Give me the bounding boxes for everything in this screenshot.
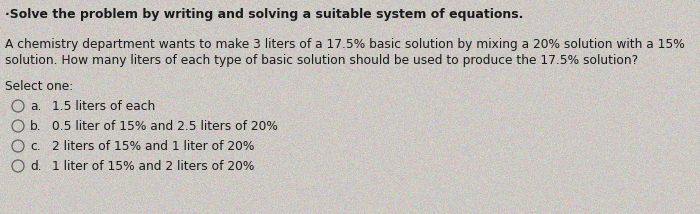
Text: solution. How many liters of each type of basic solution should be used to produ: solution. How many liters of each type o…: [5, 54, 638, 67]
Text: 2 liters of 15% and 1 liter of 20%: 2 liters of 15% and 1 liter of 20%: [52, 140, 254, 153]
Text: b.: b.: [30, 120, 41, 133]
Text: d.: d.: [30, 160, 41, 173]
Text: Select one:: Select one:: [5, 80, 74, 93]
Text: 0.5 liter of 15% and 2.5 liters of 20%: 0.5 liter of 15% and 2.5 liters of 20%: [52, 120, 278, 133]
Text: ·Solve the problem by writing and solving a suitable system of equations.: ·Solve the problem by writing and solvin…: [5, 8, 524, 21]
Text: a.: a.: [30, 100, 41, 113]
Text: 1.5 liters of each: 1.5 liters of each: [52, 100, 155, 113]
Text: c.: c.: [30, 140, 41, 153]
Text: 1 liter of 15% and 2 liters of 20%: 1 liter of 15% and 2 liters of 20%: [52, 160, 254, 173]
Text: A chemistry department wants to make 3 liters of a 17.5% basic solution by mixin: A chemistry department wants to make 3 l…: [5, 38, 685, 51]
